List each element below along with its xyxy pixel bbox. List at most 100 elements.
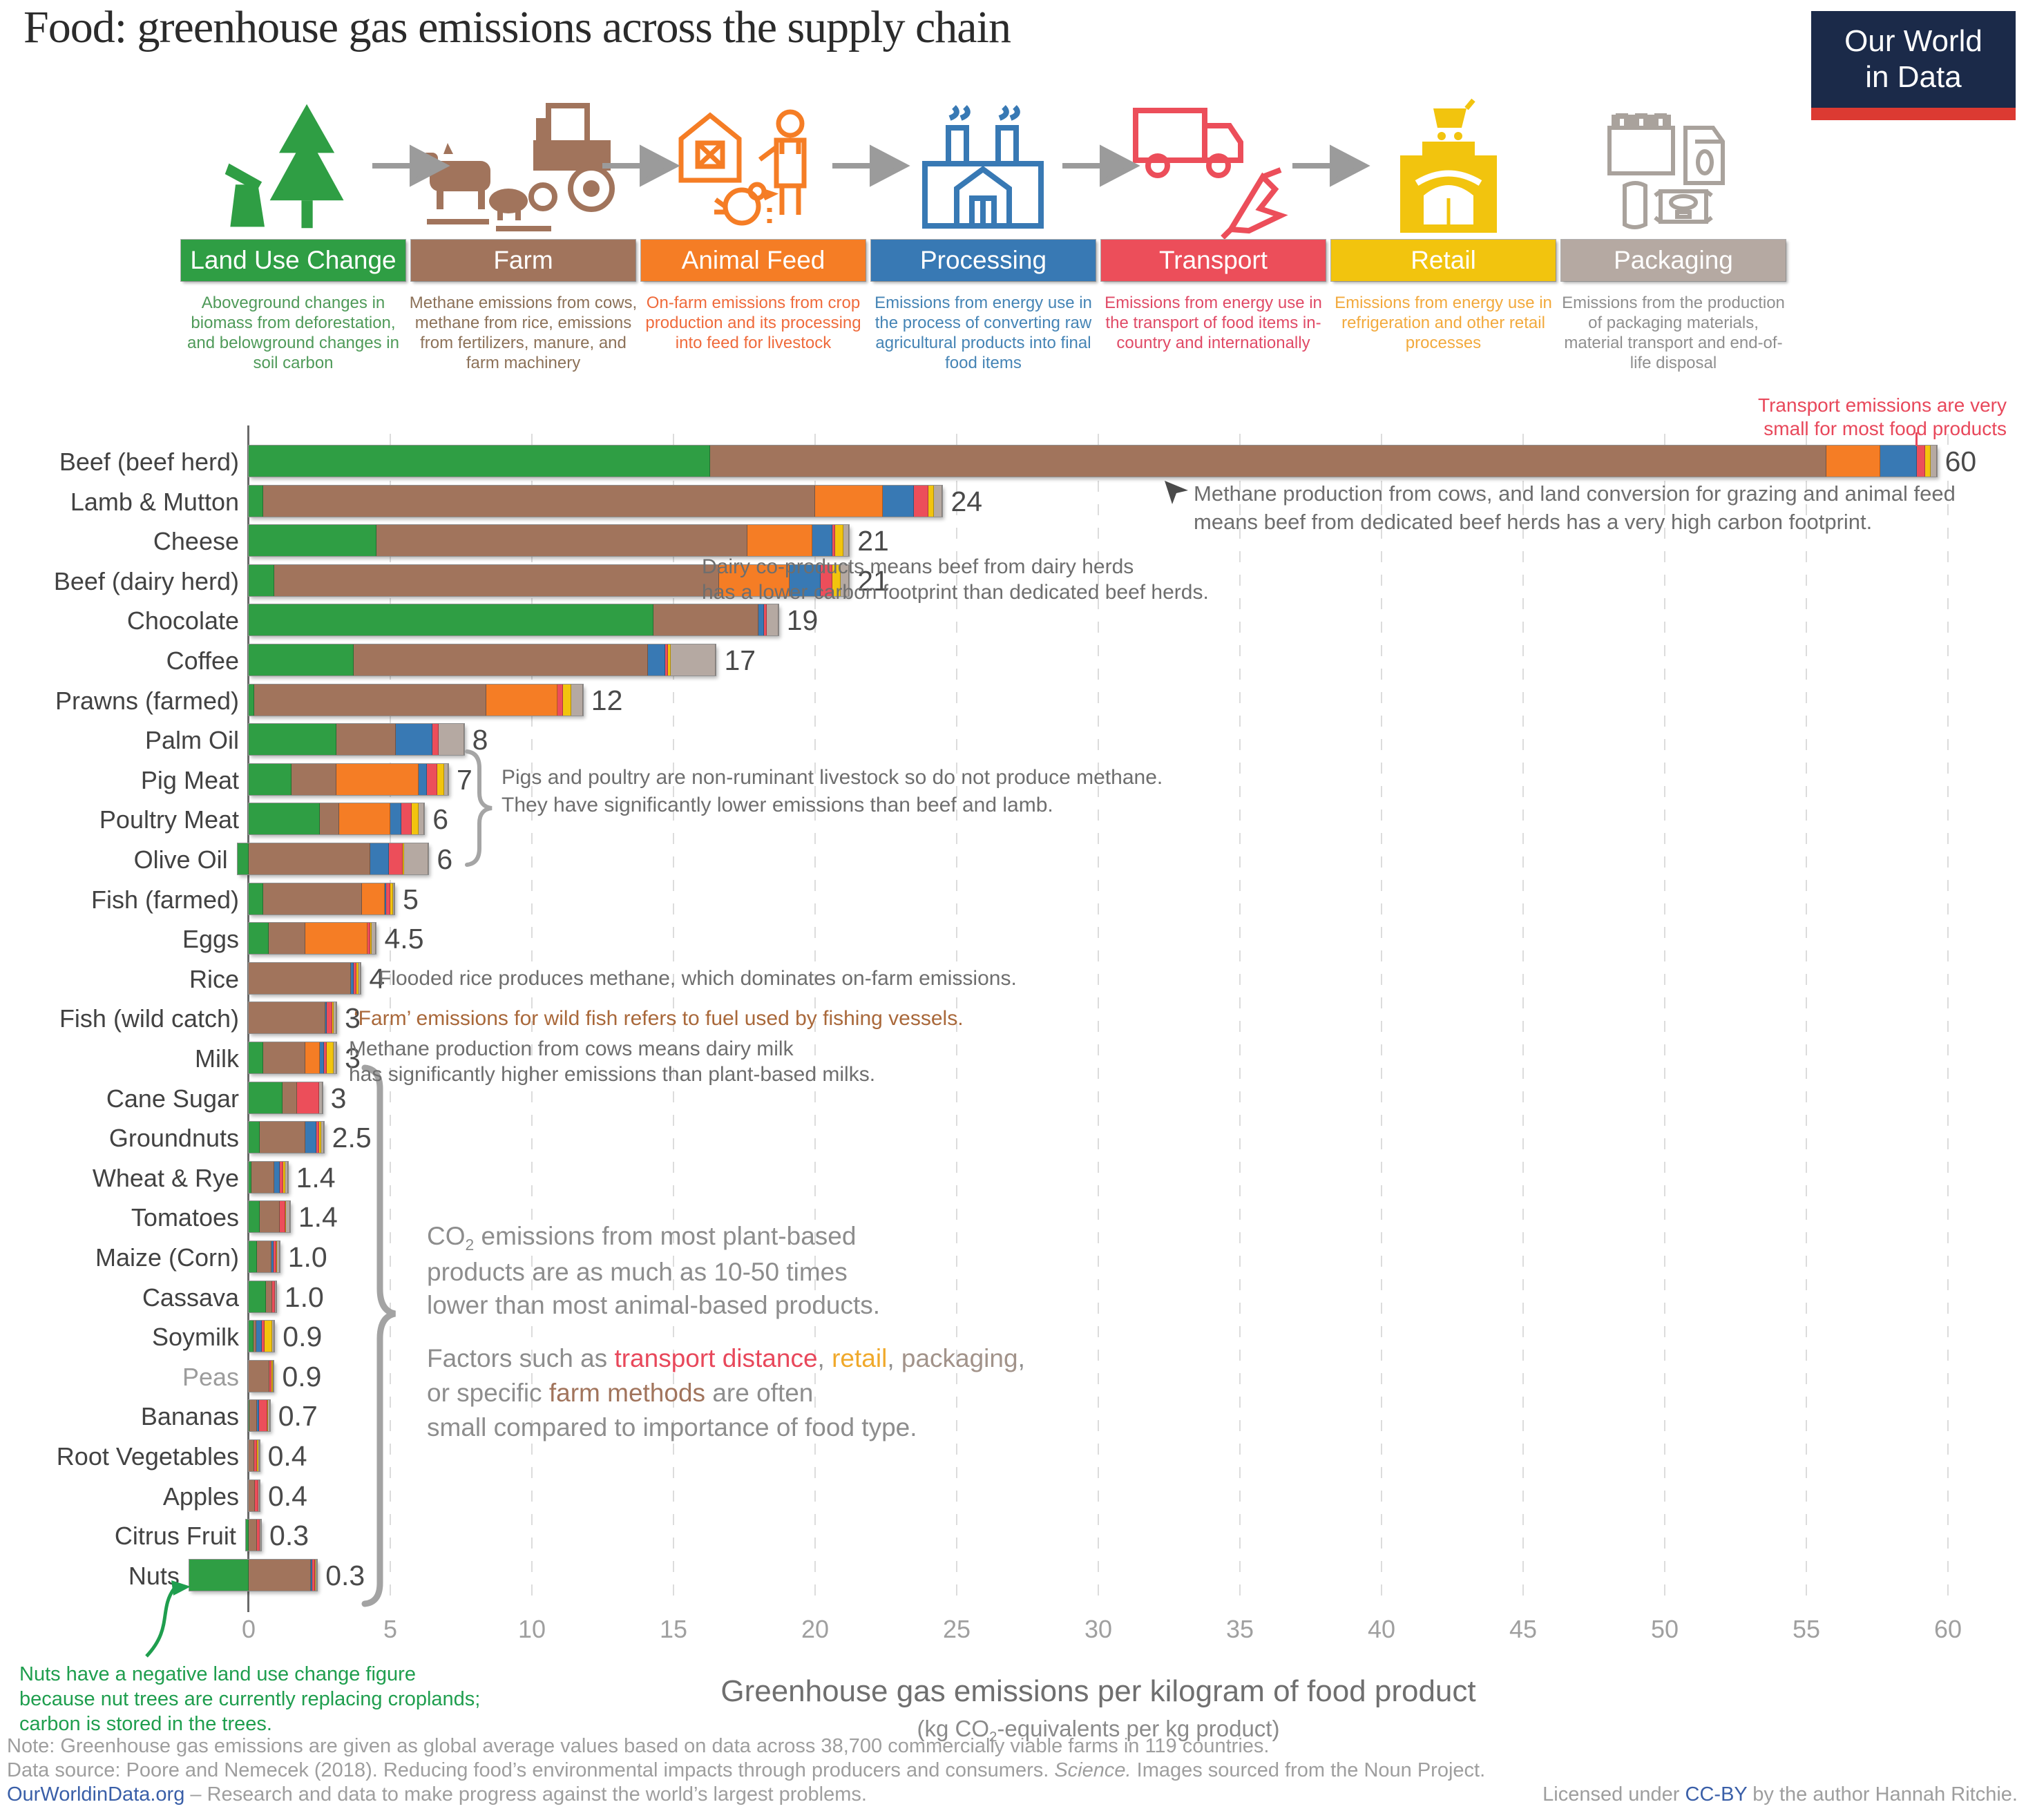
segment-processing <box>790 564 821 596</box>
value-label: 6 <box>437 843 453 875</box>
bar-row <box>249 1002 337 1034</box>
food-label: Cheese <box>153 527 239 556</box>
annotation-milk_note: Methane production from cows means dairy… <box>349 1036 875 1087</box>
segment-farm <box>248 1520 258 1551</box>
food-label: Prawns (farmed) <box>55 686 239 715</box>
segment-processing <box>319 1042 324 1073</box>
x-tick-label: 20 <box>801 1615 830 1643</box>
text-part: 2 <box>465 1236 475 1254</box>
legend-desc-packaging: Emissions from the production of packagi… <box>1562 294 1785 372</box>
segment-transport <box>280 1201 285 1233</box>
footer-note: Note: Greenhouse gas emissions are given… <box>7 1735 1270 1757</box>
legend-transport: Transport <box>1101 240 1326 281</box>
food-label: Poultry Meat <box>99 805 239 834</box>
ccby-link[interactable]: CC-BY <box>1685 1783 1748 1805</box>
segment-transport <box>296 1082 320 1113</box>
retail-stage <box>1331 95 1556 237</box>
x-tick-label: 30 <box>1084 1615 1113 1643</box>
text-part: Science. <box>1054 1759 1131 1781</box>
x-tick-label: 45 <box>1509 1615 1538 1643</box>
text-part: Transport emissions are very <box>1758 394 2007 416</box>
owid-link[interactable]: OurWorldinData.org <box>7 1783 185 1805</box>
text-part: Images sourced from the Noun Project. <box>1131 1759 1486 1781</box>
owid-logo-line2: in Data <box>1865 60 1962 94</box>
segment-land-use-change <box>249 644 354 676</box>
segment-land-use-change <box>245 1520 249 1551</box>
segment-retail <box>667 644 671 676</box>
value-label: 0.9 <box>282 1360 322 1392</box>
segment-retail <box>258 1479 259 1511</box>
segment-land-use-change <box>249 564 274 596</box>
food-label: Apples <box>162 1482 239 1511</box>
segment-packaging <box>393 883 395 914</box>
segment-packaging <box>316 1559 318 1591</box>
x-axis-title: Greenhouse gas emissions per kilogram of… <box>720 1674 1476 1708</box>
value-label: 21 <box>857 564 889 597</box>
annotation-nuts_note: Nuts have a negative land use change fig… <box>19 1662 480 1736</box>
zero-axis-line <box>247 425 249 1612</box>
segment-farm <box>249 1440 255 1471</box>
text-part: Nuts have a negative land use change fig… <box>19 1663 416 1685</box>
segment-farm <box>249 962 351 994</box>
food-label: Milk <box>195 1044 239 1073</box>
segment-packaging <box>260 1520 261 1551</box>
segment-retail <box>315 1559 316 1591</box>
farm-stage <box>411 95 635 237</box>
segment-farm <box>248 843 371 874</box>
segment-packaging <box>571 684 583 716</box>
legend-desc-animal-feed: On-farm emissions from crop production a… <box>645 294 861 352</box>
segment-retail <box>370 923 372 955</box>
text-part: products are as much as 10-50 times <box>427 1258 848 1286</box>
segment-processing <box>305 1122 317 1153</box>
segment-transport <box>367 923 371 955</box>
value-label: 0.7 <box>278 1400 318 1433</box>
text-part: (kg CO <box>917 1716 990 1741</box>
segment-land-use-change <box>249 763 292 795</box>
segment-farm <box>249 1400 258 1432</box>
annotation-pigs_note: Pigs and poultry are non-ruminant livest… <box>501 764 1163 819</box>
bar-row <box>249 525 850 557</box>
segment-transport <box>255 1479 258 1511</box>
bar-row <box>245 1520 261 1551</box>
segment-processing <box>648 644 665 676</box>
value-label: 1.0 <box>284 1281 324 1313</box>
legend-retail: Retail <box>1331 240 1556 281</box>
annotation-co2_note: CO2 emissions from most plant-based produ… <box>427 1220 880 1322</box>
segment-land-use-change <box>249 1281 266 1312</box>
legend-desc-transport: Emissions from energy use in the transpo… <box>1105 294 1322 352</box>
bar-row <box>249 1479 260 1511</box>
transport-stage <box>1101 95 1326 239</box>
text-part: transport distance <box>614 1344 818 1372</box>
segment-retail <box>356 962 359 994</box>
segment-animal-feed <box>339 803 390 835</box>
footer-owid: OurWorldinData.org – Research and data t… <box>7 1783 867 1806</box>
segment-farm <box>319 803 340 835</box>
footer-license: Licensed under CC-BY by the author Hanna… <box>1542 1783 2018 1806</box>
gridline <box>531 434 533 1606</box>
segment-animal-feed <box>718 564 790 596</box>
segment-packaging <box>767 604 778 636</box>
value-label: 4.5 <box>384 923 424 955</box>
processing-stage <box>871 95 1096 237</box>
segment-farm <box>254 1321 256 1352</box>
segment-transport <box>280 1161 284 1193</box>
food-label: Wheat & Rye <box>92 1163 239 1192</box>
segment-transport <box>312 1559 316 1591</box>
food-label: Peas <box>182 1362 239 1391</box>
segment-transport <box>274 1241 276 1272</box>
segment-packaging <box>319 1082 323 1113</box>
segment-animal-feed <box>362 883 385 914</box>
value-label: 5 <box>403 883 419 915</box>
chicken-farmer-icon <box>678 109 806 225</box>
text-part: Pigs and poultry are non-ruminant livest… <box>501 766 1163 789</box>
bar-row <box>249 1281 276 1312</box>
text-part: means beef from dedicated beef herds has… <box>1194 510 1873 534</box>
annotation-wildfish_note: ‘Farm’ emissions for wild fish refers to… <box>354 1006 964 1032</box>
bar-row <box>249 1082 323 1113</box>
value-label: 21 <box>857 525 889 557</box>
segment-retail <box>267 1400 268 1432</box>
segment-transport <box>385 883 390 914</box>
segment-farm <box>274 564 719 596</box>
segment-packaging <box>285 1201 290 1233</box>
